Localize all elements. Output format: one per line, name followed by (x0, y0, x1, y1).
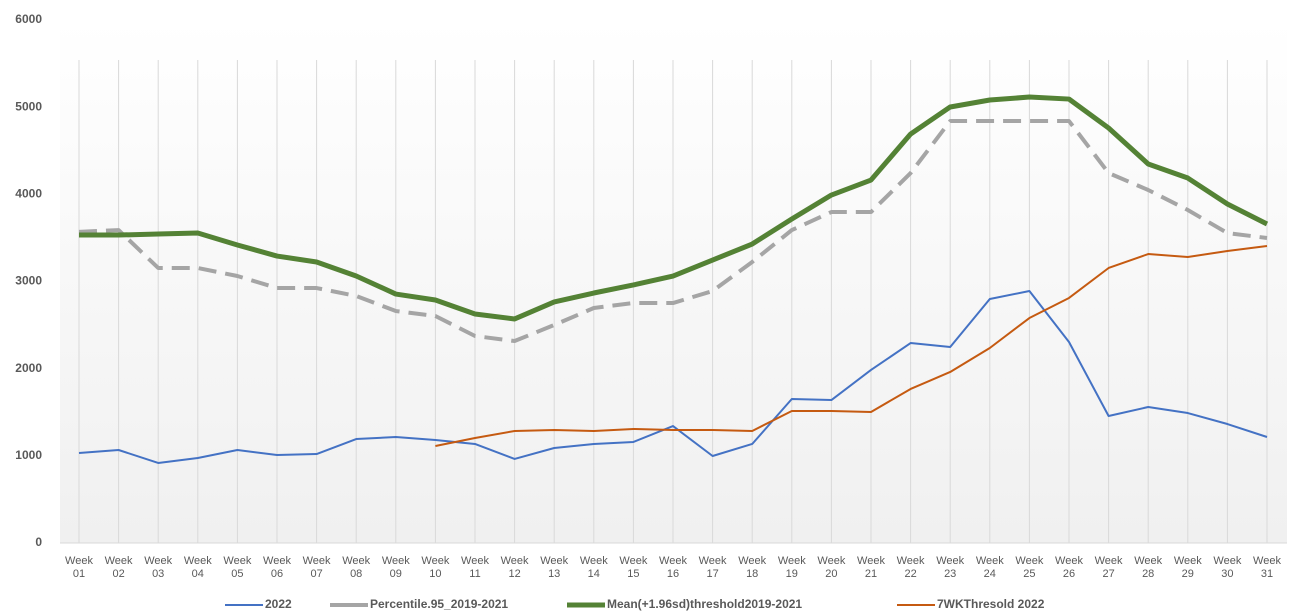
y-tick-label: 1000 (15, 448, 42, 462)
x-tick-label: Week 03 (144, 555, 173, 580)
x-tick-label: Week 04 (183, 555, 212, 580)
x-tick-label: Week 22 (896, 555, 925, 580)
legend-label: 7WKThresold 2022 (937, 597, 1045, 611)
x-tick-label: Week 15 (619, 555, 648, 580)
legend-label: Mean(+1.96sd)threshold2019-2021 (607, 597, 803, 611)
x-tick-label: Week 23 (936, 555, 965, 580)
x-tick-label: Week 05 (223, 555, 252, 580)
x-tick-label: Week 01 (65, 555, 93, 580)
x-tick-label: Week 12 (500, 555, 529, 580)
series-line (435, 245, 1268, 447)
y-tick-label: 2000 (15, 361, 42, 375)
series-line (78, 290, 1268, 464)
x-tick-label: Week 26 (1055, 555, 1083, 580)
x-tick-label: Week 13 (540, 555, 569, 580)
x-tick-label: Week 29 (1173, 555, 1202, 580)
x-tick-label: Week 02 (104, 555, 133, 580)
legend-label: 2022 (265, 597, 292, 611)
x-tick-label: Week 21 (857, 555, 885, 580)
y-tick-label: 0 (35, 535, 42, 549)
x-tick-label: Week 25 (1015, 555, 1044, 580)
x-tick-label: Week 19 (777, 555, 806, 580)
series-line (79, 94, 1269, 322)
x-tick-label: Week 06 (263, 555, 291, 580)
x-tick-label: Week 08 (342, 555, 371, 580)
x-tick-label: Week 09 (381, 555, 410, 580)
legend-label: Percentile.95_2019-2021 (370, 597, 509, 611)
x-tick-label: Week 20 (817, 555, 846, 580)
x-tick-label: Week 07 (302, 555, 331, 580)
x-tick-label: Week 11 (461, 555, 489, 580)
x-tick-label: Week 28 (1134, 555, 1163, 580)
x-tick-label: Week 14 (579, 555, 608, 580)
y-tick-label: 4000 (15, 187, 42, 201)
x-tick-label: Week 16 (659, 555, 687, 580)
x-tick-label: Week 10 (421, 555, 450, 580)
x-tick-label: Week 17 (698, 555, 727, 580)
x-tick-label: Week 24 (975, 555, 1004, 580)
series-line (78, 119, 1268, 344)
x-tick-label: Week 30 (1213, 555, 1242, 580)
y-tick-label: 3000 (15, 274, 42, 288)
x-tick-label: Week 27 (1094, 555, 1123, 580)
x-tick-label: Week 18 (738, 555, 767, 580)
y-tick-label: 5000 (15, 99, 42, 113)
x-tick-label: Week 31 (1253, 555, 1281, 580)
y-tick-label: 6000 (15, 12, 42, 26)
